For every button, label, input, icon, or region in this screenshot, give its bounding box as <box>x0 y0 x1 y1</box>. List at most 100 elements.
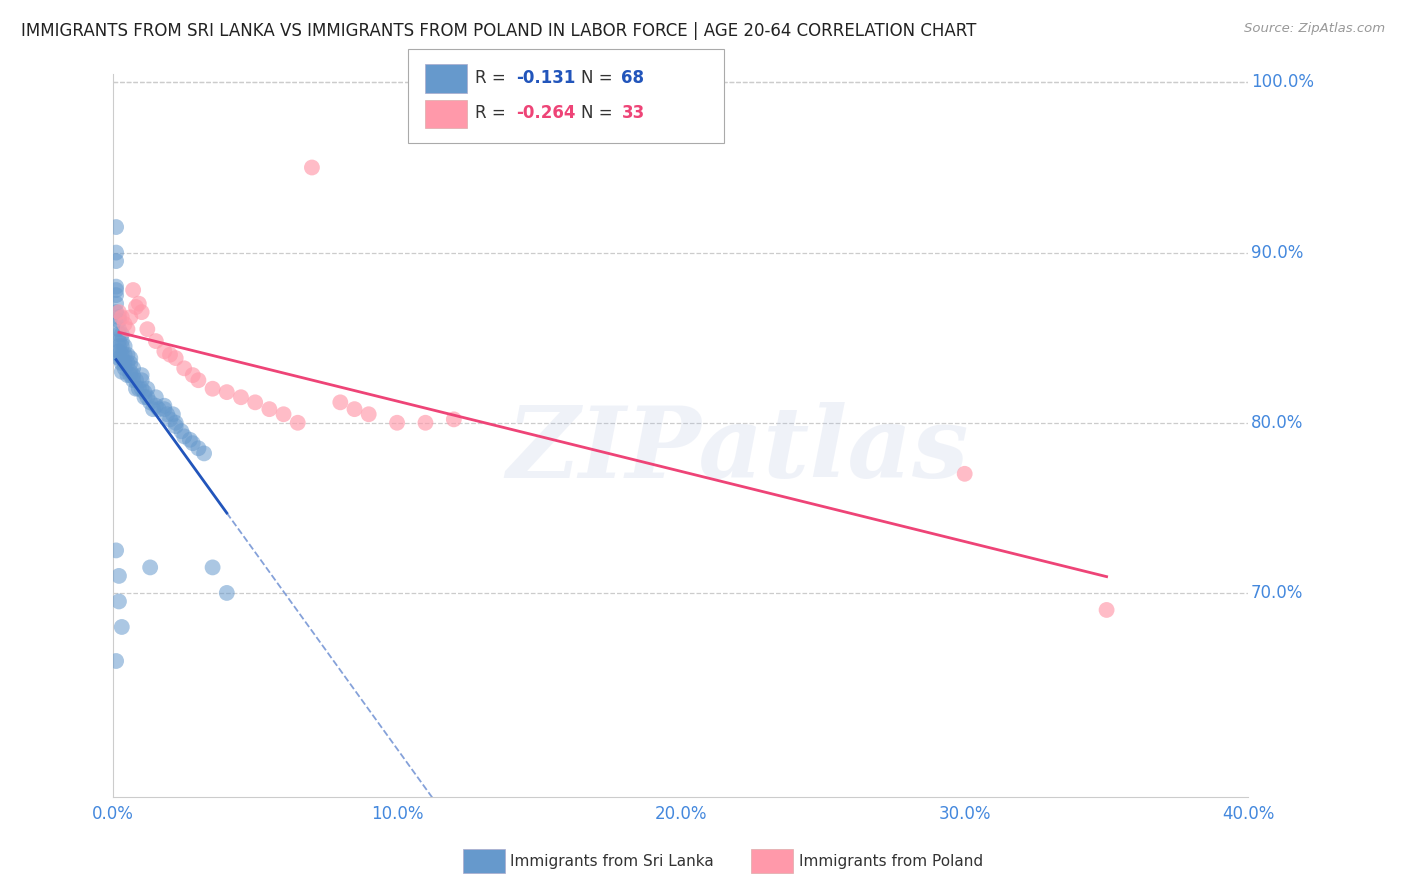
Point <box>139 560 162 574</box>
Point <box>215 385 238 400</box>
Point <box>125 382 148 396</box>
Point <box>114 361 136 376</box>
Text: N =: N = <box>581 104 612 122</box>
Point <box>415 416 437 430</box>
Point <box>173 429 195 443</box>
Point <box>114 356 136 370</box>
Point <box>385 416 408 430</box>
Point <box>153 402 176 417</box>
Point <box>159 348 181 362</box>
Point <box>114 317 136 331</box>
Point <box>108 305 131 319</box>
Point <box>105 245 128 260</box>
Point <box>159 412 181 426</box>
Point <box>156 407 179 421</box>
Point <box>301 161 323 175</box>
Point <box>273 407 295 421</box>
Point <box>153 344 176 359</box>
Point <box>136 390 159 404</box>
Point <box>170 424 193 438</box>
Point <box>117 356 139 370</box>
Point <box>105 288 128 302</box>
Point <box>1095 603 1118 617</box>
Point <box>108 351 131 365</box>
Point <box>201 382 224 396</box>
Point <box>122 361 145 376</box>
Point <box>111 339 134 353</box>
Text: 100.0%: 100.0% <box>1251 73 1313 91</box>
Point <box>179 433 201 447</box>
Text: IMMIGRANTS FROM SRI LANKA VS IMMIGRANTS FROM POLAND IN LABOR FORCE | AGE 20-64 C: IMMIGRANTS FROM SRI LANKA VS IMMIGRANTS … <box>21 22 976 40</box>
Point <box>105 279 128 293</box>
Point <box>105 254 128 268</box>
Text: Source: ZipAtlas.com: Source: ZipAtlas.com <box>1244 22 1385 36</box>
Point <box>259 402 281 417</box>
Point <box>105 283 128 297</box>
Point <box>125 373 148 387</box>
Point <box>108 348 131 362</box>
Point <box>111 356 134 370</box>
Point <box>111 348 134 362</box>
Text: 80.0%: 80.0% <box>1251 414 1303 432</box>
Point <box>162 407 184 421</box>
Point <box>120 365 142 379</box>
Point <box>108 322 131 336</box>
Point <box>145 334 167 348</box>
Point <box>117 348 139 362</box>
Point <box>131 305 153 319</box>
Text: Immigrants from Poland: Immigrants from Poland <box>799 855 983 869</box>
Point <box>343 402 366 417</box>
Text: N =: N = <box>581 69 612 87</box>
Point <box>201 560 224 574</box>
Point <box>122 373 145 387</box>
Point <box>122 283 145 297</box>
Point <box>105 220 128 235</box>
Point <box>142 402 165 417</box>
Point <box>122 368 145 383</box>
Point <box>165 419 187 434</box>
Point <box>148 402 170 417</box>
Point <box>120 310 142 325</box>
Point <box>108 327 131 342</box>
Point <box>329 395 352 409</box>
Point <box>139 395 162 409</box>
Point <box>108 334 131 348</box>
Point <box>108 339 131 353</box>
Point <box>357 407 380 421</box>
Text: -0.264: -0.264 <box>516 104 575 122</box>
Text: R =: R = <box>475 69 506 87</box>
Point <box>120 368 142 383</box>
Point <box>105 654 128 668</box>
Point <box>187 442 209 456</box>
Point <box>173 361 195 376</box>
Point <box>165 416 187 430</box>
Point <box>108 344 131 359</box>
Point <box>193 446 215 460</box>
Text: 68: 68 <box>621 69 644 87</box>
Point <box>287 416 309 430</box>
Point <box>243 395 266 409</box>
Point <box>131 382 153 396</box>
Text: 70.0%: 70.0% <box>1251 584 1303 602</box>
Point <box>128 296 150 310</box>
Text: ZIPatlas: ZIPatlas <box>506 401 969 499</box>
Text: 33: 33 <box>621 104 645 122</box>
Text: -0.131: -0.131 <box>516 69 575 87</box>
Point <box>111 327 134 342</box>
Point <box>136 382 159 396</box>
Point <box>153 399 176 413</box>
Point <box>120 351 142 365</box>
Point <box>108 594 131 608</box>
Text: R =: R = <box>475 104 506 122</box>
Point <box>181 436 204 450</box>
Point <box>108 313 131 327</box>
Point <box>111 351 134 365</box>
Point <box>165 351 187 365</box>
Point <box>181 368 204 383</box>
Point <box>108 310 131 325</box>
Point <box>108 569 131 583</box>
Point <box>114 348 136 362</box>
Point <box>105 543 128 558</box>
Point <box>117 322 139 336</box>
Point <box>111 310 134 325</box>
